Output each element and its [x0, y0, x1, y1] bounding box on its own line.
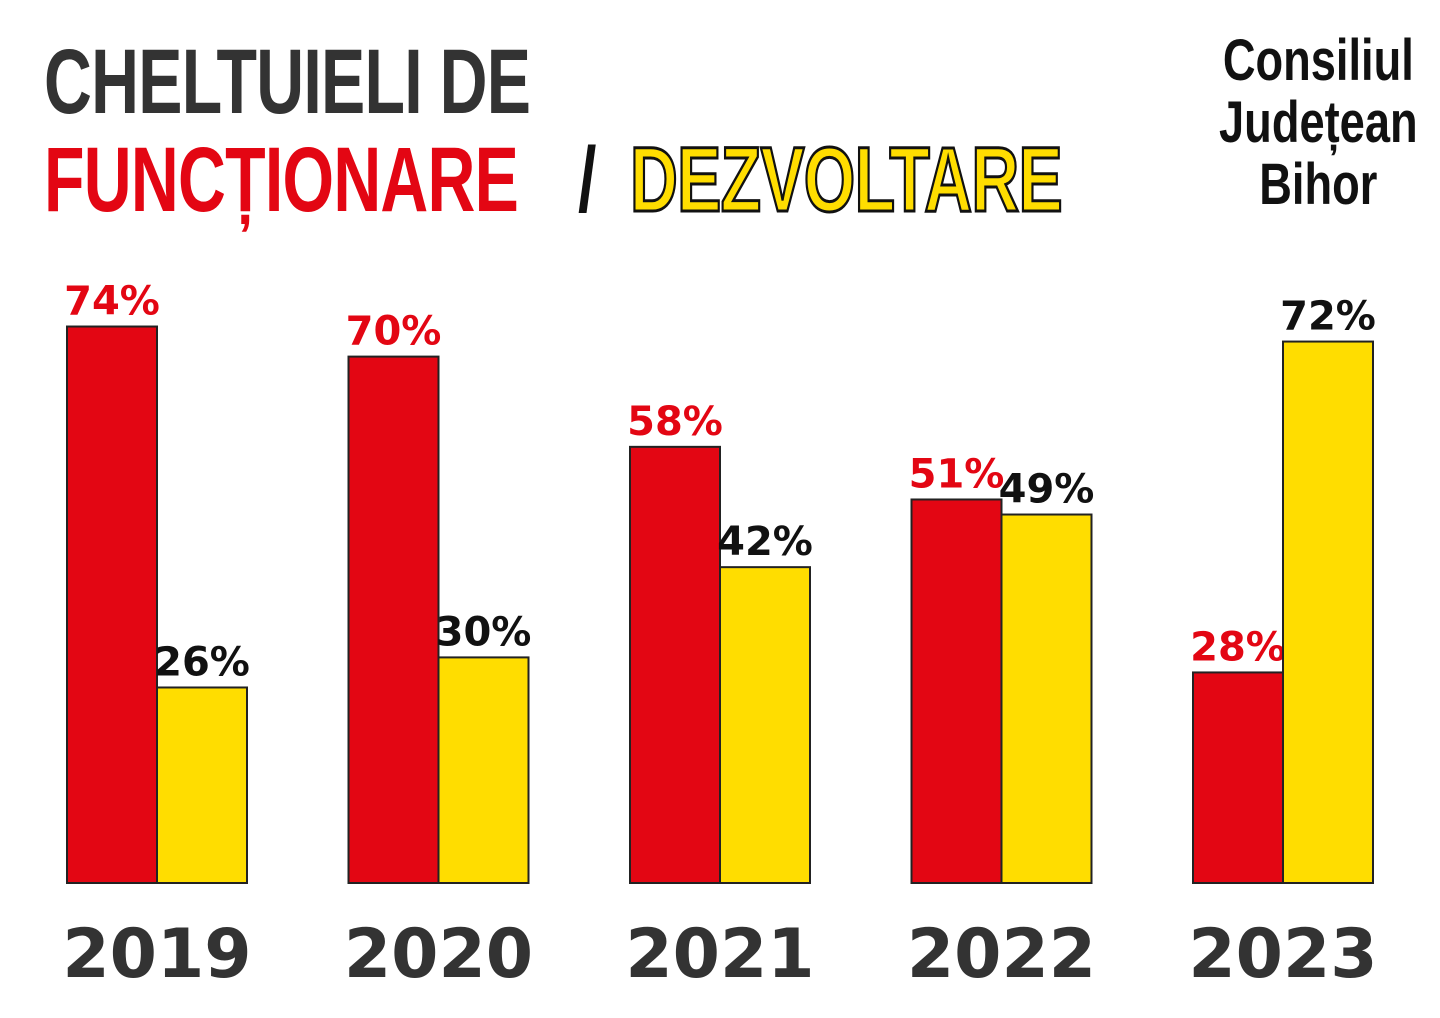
- bar-functionare-2019: [66, 325, 158, 884]
- data-label-dezvoltare-2019: 26%: [154, 639, 250, 685]
- bar-functionare-2020: [347, 355, 440, 885]
- bar-dezvoltare-2021: [719, 566, 811, 884]
- x-tick-label-2021: 2021: [625, 915, 814, 994]
- data-label-functionare-2019: 74%: [64, 279, 160, 325]
- title-functionare: FUNCȚIONARE: [44, 129, 519, 231]
- organization-line: Județean: [1219, 90, 1418, 155]
- data-label-dezvoltare-2023: 72%: [1280, 294, 1376, 340]
- title-dezvoltare: DEZVOLTARE: [629, 128, 1064, 233]
- bar-functionare-2021: [629, 445, 721, 884]
- title-line1: CHELTUIELI DE: [44, 31, 531, 133]
- x-tick-label-2022: 2022: [907, 915, 1096, 994]
- bar-dezvoltare-2023: [1282, 340, 1374, 884]
- data-label-dezvoltare-2022: 49%: [999, 467, 1095, 513]
- data-label-functionare-2020: 70%: [346, 309, 442, 355]
- data-label-functionare-2021: 58%: [627, 399, 723, 445]
- x-tick-label-2023: 2023: [1188, 915, 1377, 994]
- data-label-functionare-2022: 51%: [909, 451, 1005, 497]
- bar-functionare-2022: [910, 498, 1003, 884]
- title-slash: /: [578, 129, 597, 231]
- x-tick-label-2020: 2020: [344, 915, 533, 994]
- organization-line: Bihor: [1259, 152, 1378, 217]
- data-label-dezvoltare-2021: 42%: [717, 519, 813, 565]
- bar-dezvoltare-2020: [437, 656, 530, 885]
- bar-functionare-2023: [1192, 671, 1284, 884]
- organization-line: Consiliul: [1223, 28, 1415, 93]
- bar-dezvoltare-2019: [156, 686, 248, 884]
- organization-name: Consiliul Județean Bihor: [1219, 30, 1418, 216]
- x-tick-label-2019: 2019: [62, 915, 251, 994]
- bar-dezvoltare-2022: [1000, 513, 1093, 885]
- data-label-dezvoltare-2020: 30%: [436, 609, 532, 655]
- data-label-functionare-2023: 28%: [1190, 624, 1286, 670]
